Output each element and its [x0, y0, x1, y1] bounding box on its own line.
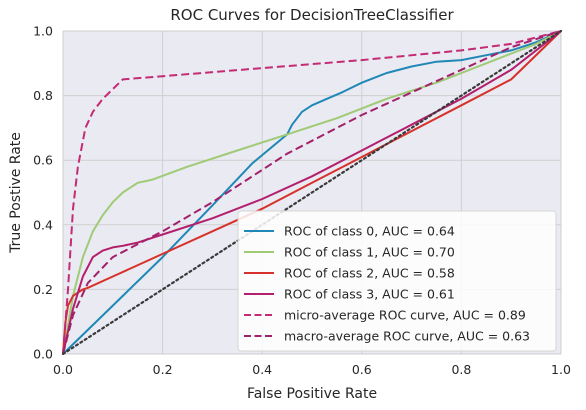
- legend-label-0: ROC of class 0, AUC = 0.64: [284, 224, 455, 239]
- x-tick-label: 0.0: [53, 362, 73, 377]
- y-tick-label: 0.0: [33, 347, 53, 362]
- x-axis-label: False Positive Rate: [247, 386, 377, 402]
- x-tick-label: 1.0: [551, 362, 571, 377]
- y-tick-label: 0.4: [33, 217, 53, 232]
- series-layer: [61, 29, 563, 356]
- series-line-4: [62, 30, 562, 355]
- x-tick-label: 0.4: [252, 362, 272, 377]
- y-tick-label: 0.2: [33, 282, 53, 297]
- series-line-2: [62, 30, 562, 355]
- series-line-5: [62, 30, 562, 355]
- series-line-3: [62, 30, 562, 355]
- series-line-1: [62, 30, 562, 355]
- legend-label-2: ROC of class 2, AUC = 0.58: [284, 266, 455, 281]
- x-tick-label: 0.8: [451, 362, 471, 377]
- x-tick-label: 0.2: [153, 362, 173, 377]
- y-tick-label: 0.8: [33, 88, 53, 103]
- legend-label-4: micro-average ROC curve, AUC = 0.89: [284, 308, 526, 323]
- y-tick-label: 1.0: [33, 24, 53, 39]
- legend-label-3: ROC of class 3, AUC = 0.61: [284, 287, 455, 302]
- ticks: 0.0 0.2 0.4 0.6 0.8 1.0 0.0 0.2 0.4 0.6 0.8 1.0: [33, 24, 571, 378]
- legend-label-1: ROC of class 1, AUC = 0.70: [284, 245, 455, 260]
- legend-label-5: macro-average ROC curve, AUC = 0.63: [284, 329, 530, 344]
- y-tick-label: 0.6: [33, 153, 53, 168]
- legend-box: [237, 210, 557, 352]
- legend: ROC of class 0, AUC = 0.64 ROC of class 1…: [237, 210, 557, 352]
- chart-title: ROC Curves for DecisionTreeClassifier: [170, 6, 454, 24]
- y-axis-label: True Postive Rate: [8, 132, 24, 254]
- x-tick-label: 0.6: [352, 362, 372, 377]
- diagonal-reference-line: [61, 29, 563, 356]
